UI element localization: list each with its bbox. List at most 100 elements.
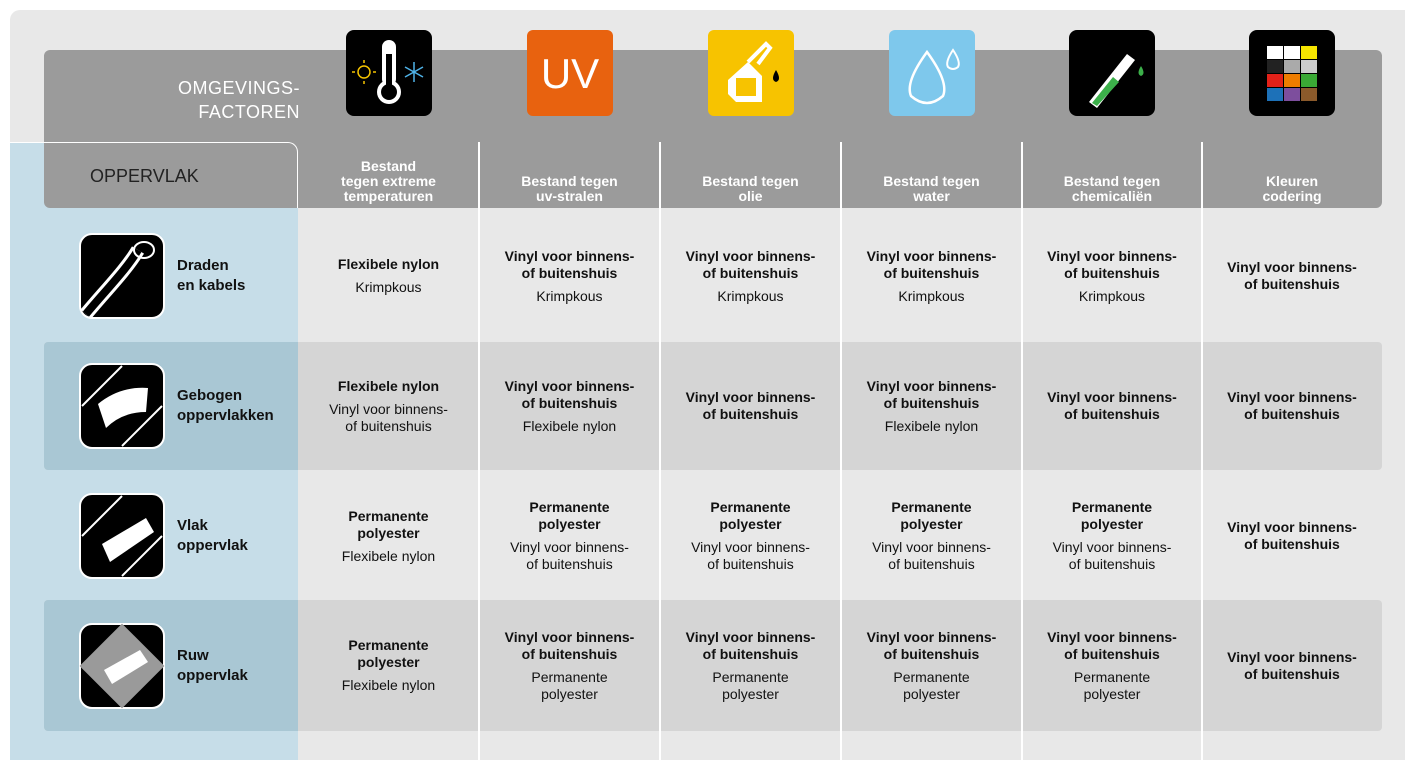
row-label-line: Vlak — [177, 517, 208, 534]
cell-secondary: Permanente polyester — [531, 668, 608, 702]
icon-text: UV — [540, 50, 598, 97]
cell: Vinyl voor binnens- of buitenshuis Krimpk… — [660, 214, 841, 338]
surface-header-box — [10, 142, 298, 208]
cell: Vinyl voor binnens- of buitenshuis — [660, 342, 841, 470]
column-header: Kleuren codering — [1202, 126, 1382, 204]
cell-secondary: Vinyl voor binnens- of buitenshuis — [1052, 539, 1172, 572]
column-icon — [1069, 30, 1155, 116]
cell-primary: Vinyl voor binnens- of buitenshuis — [1227, 389, 1357, 422]
column-icon — [1249, 30, 1335, 116]
column-header: Bestand tegen uv-stralen — [479, 126, 660, 204]
surface-label: OPPERVLAK — [90, 166, 199, 186]
cell: Vinyl voor binnens- of buitenshuis Perman… — [1022, 600, 1202, 731]
cell: Vinyl voor binnens- of buitenshuis Flexib… — [479, 342, 660, 470]
cell: Vinyl voor binnens- of buitenshuis — [1022, 342, 1202, 470]
cell: Vinyl voor binnens- of buitenshuis Krimpk… — [479, 214, 660, 338]
cell: Vinyl voor binnens- of buitenshuis — [1202, 476, 1382, 596]
column-divider — [840, 142, 842, 760]
column-header-line: codering — [1262, 188, 1322, 204]
cell-secondary: Krimpkous — [898, 287, 965, 304]
row-label: Ruw oppervlak — [177, 600, 248, 731]
column-header-line: Bestand tegen — [1063, 173, 1161, 189]
column-header: Bestand tegen olie — [660, 126, 841, 204]
column-icon — [888, 30, 975, 116]
cell-primary: Vinyl voor binnens- of buitenshuis — [866, 247, 997, 281]
cell-secondary: Flexibele nylon — [341, 547, 436, 564]
factors-label: OMGEVINGS- FACTOREN — [100, 76, 300, 124]
row-label-line: oppervlak — [177, 537, 248, 554]
row-label-line: Draden — [177, 257, 229, 274]
cell: Vinyl voor binnens- of buitenshuis — [1202, 342, 1382, 470]
cell: Vinyl voor binnens- of buitenshuis Krimpk… — [841, 214, 1022, 338]
column-divider — [659, 142, 661, 760]
cell: Vinyl voor binnens- of buitenshuis — [1202, 214, 1382, 338]
column-divider — [1021, 142, 1023, 760]
cell: Permanente polyester Vinyl voor binnens- … — [479, 476, 660, 596]
cell: Permanente polyester Flexibele nylon — [298, 600, 479, 731]
column-divider — [478, 142, 480, 760]
column-header-line: Kleuren — [1265, 173, 1319, 189]
cell-secondary: Permanente polyester — [1073, 668, 1151, 702]
column-header: Bestand tegen water — [841, 126, 1022, 204]
cell-primary: Flexibele nylon — [337, 377, 440, 394]
column-header-line: tegen extreme — [341, 173, 436, 189]
cell-primary: Vinyl voor binnens- of buitenshuis — [866, 377, 997, 411]
column-header-line: Bestand tegen — [702, 173, 799, 189]
column-header-line: water — [913, 188, 950, 204]
column-header-line: temperaturen — [343, 188, 434, 204]
cell-primary: Vinyl voor binnens- of buitenshuis — [504, 247, 635, 281]
row-label: Draden en kabels — [177, 214, 245, 338]
cell-primary: Vinyl voor binnens- of buitenshuis — [1047, 247, 1177, 281]
cell-primary: Permanente polyester — [529, 499, 610, 532]
cell: Vinyl voor binnens- of buitenshuis Krimpk… — [1022, 214, 1202, 338]
column-icon — [345, 30, 432, 116]
column-header-line: Bestand — [360, 158, 417, 174]
column-header-line: olie — [738, 188, 763, 204]
cell-primary: Vinyl voor binnens- of buitenshuis — [1047, 389, 1177, 422]
cell: Flexibele nylon Krimpkous — [298, 214, 479, 338]
cell-primary: Vinyl voor binnens- of buitenshuis — [1227, 519, 1357, 552]
column-header: Bestand tegen chemicaliën — [1022, 126, 1202, 204]
row-label-line: Ruw — [177, 646, 209, 664]
cell-primary: Permanente polyester — [1071, 499, 1153, 532]
column-header: Bestand tegen extreme temperaturen — [298, 126, 479, 204]
cell-secondary: Flexibele nylon — [522, 417, 617, 434]
row-label: Vlak oppervlak — [177, 476, 248, 596]
cell-secondary: Flexibele nylon — [884, 417, 979, 434]
cell: Permanente polyester Flexibele nylon — [298, 476, 479, 596]
row-label-line: en kabels — [177, 277, 246, 294]
column-header-line: Bestand tegen — [883, 173, 980, 189]
column-header-line: uv-stralen — [536, 188, 603, 204]
cell-primary: Permanente polyester — [348, 507, 429, 541]
cell-primary: Vinyl voor binnens- of buitenshuis — [1047, 628, 1177, 662]
cell-primary: Vinyl voor binnens- of buitenshuis — [685, 628, 816, 662]
row-label: Gebogen oppervlakken — [177, 342, 274, 470]
cell-secondary: Vinyl voor binnens- of buitenshuis — [329, 400, 448, 434]
cell-secondary: Vinyl voor binnens- of buitenshuis — [510, 539, 629, 572]
cell-primary: Vinyl voor binnens- of buitenshuis — [685, 389, 816, 422]
row-icon — [79, 622, 165, 709]
cell: Permanente polyester Vinyl voor binnens- … — [660, 476, 841, 596]
column-icon: UV — [526, 30, 613, 116]
cell: Vinyl voor binnens- of buitenshuis Flexib… — [841, 342, 1022, 470]
row-label-line: oppervlak — [177, 666, 248, 684]
cell-primary: Permanente polyester — [710, 499, 791, 532]
row-label-line: Gebogen — [177, 387, 243, 404]
cell-primary: Vinyl voor binnens- of buitenshuis — [866, 628, 997, 662]
row-icon — [79, 363, 165, 449]
column-divider — [1201, 142, 1203, 760]
cell-secondary: Vinyl voor binnens- of buitenshuis — [872, 539, 991, 572]
column-header-line: chemicaliën — [1071, 188, 1153, 204]
cell-secondary: Vinyl voor binnens- of buitenshuis — [691, 539, 810, 572]
cell-primary: Vinyl voor binnens- of buitenshuis — [504, 377, 635, 411]
row-label-line: oppervlakken — [177, 407, 274, 424]
factors-label-line: FACTOREN — [198, 102, 300, 122]
cell: Vinyl voor binnens- of buitenshuis Perman… — [841, 600, 1022, 731]
row-icon — [79, 493, 165, 579]
cell: Vinyl voor binnens- of buitenshuis Perman… — [479, 600, 660, 731]
cell-primary: Permanente polyester — [891, 499, 972, 532]
cell-primary: Permanente polyester — [348, 637, 429, 670]
cell-primary: Vinyl voor binnens- of buitenshuis — [685, 247, 816, 281]
cell: Flexibele nylon Vinyl voor binnens- of bu… — [298, 342, 479, 470]
cell: Vinyl voor binnens- of buitenshuis — [1202, 600, 1382, 731]
